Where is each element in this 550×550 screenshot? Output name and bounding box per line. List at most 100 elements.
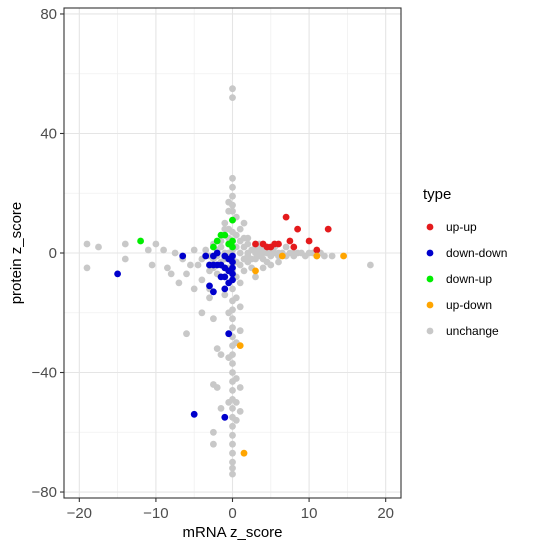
point-unchange bbox=[229, 192, 236, 200]
x-tick-label: −10 bbox=[143, 505, 168, 522]
point-unchange bbox=[198, 309, 206, 317]
x-axis-ticks: −20 −10 0 10 20 bbox=[67, 498, 394, 522]
y-axis-title: protein z_score bbox=[8, 202, 25, 305]
point-up-down bbox=[236, 342, 244, 349]
point-up-down bbox=[240, 449, 248, 457]
point-up-down bbox=[340, 252, 347, 260]
point-unchange bbox=[206, 294, 213, 302]
legend-key-up-up bbox=[426, 223, 434, 231]
point-unchange bbox=[240, 219, 248, 227]
point-unchange bbox=[236, 279, 244, 287]
point-unchange bbox=[217, 405, 225, 412]
point-down-down bbox=[206, 282, 213, 290]
point-up-up bbox=[294, 225, 301, 233]
point-down-down bbox=[229, 276, 236, 284]
point-unchange bbox=[229, 174, 236, 182]
point-unchange bbox=[121, 240, 129, 248]
point-unchange bbox=[83, 240, 91, 248]
y-axis-ticks: −80 −40 0 40 80 bbox=[32, 6, 64, 501]
y-tick-label: −80 bbox=[32, 484, 57, 501]
x-axis-title: mRNA z_score bbox=[182, 524, 282, 541]
point-unchange bbox=[144, 246, 152, 254]
point-unchange bbox=[321, 252, 328, 260]
point-unchange bbox=[244, 234, 252, 242]
point-unchange bbox=[229, 360, 236, 367]
point-unchange bbox=[217, 243, 225, 251]
point-unchange bbox=[229, 449, 236, 457]
point-unchange bbox=[229, 183, 236, 191]
legend-label-up-up: up-up bbox=[446, 220, 477, 234]
point-down-up bbox=[229, 243, 236, 251]
point-unchange bbox=[236, 327, 244, 335]
point-unchange bbox=[229, 458, 236, 466]
x-tick-label: −20 bbox=[67, 505, 92, 522]
point-unchange bbox=[148, 261, 156, 269]
point-unchange bbox=[183, 330, 190, 338]
y-tick-label: 40 bbox=[40, 125, 57, 142]
point-unchange bbox=[183, 270, 190, 278]
point-unchange bbox=[232, 294, 240, 302]
point-unchange bbox=[252, 273, 259, 281]
point-down-down bbox=[114, 270, 121, 278]
point-down-down bbox=[190, 410, 198, 418]
point-unchange bbox=[190, 246, 198, 254]
y-tick-label: −40 bbox=[32, 365, 57, 382]
x-tick-label: 10 bbox=[301, 505, 318, 522]
point-down-down bbox=[221, 273, 229, 281]
point-down-down bbox=[229, 264, 236, 272]
point-unchange bbox=[229, 315, 236, 323]
point-unchange bbox=[236, 303, 244, 311]
point-unchange bbox=[167, 270, 175, 278]
legend-key-down-down bbox=[426, 249, 434, 257]
point-down-up bbox=[210, 243, 217, 251]
point-unchange bbox=[187, 261, 194, 269]
legend: type up-up down-down down-up up-down unchang… bbox=[423, 186, 507, 338]
point-unchange bbox=[229, 324, 236, 332]
point-up-up bbox=[286, 237, 294, 245]
point-down-down bbox=[229, 270, 236, 278]
point-down-down bbox=[229, 252, 236, 260]
point-unchange bbox=[229, 207, 236, 215]
point-unchange bbox=[229, 85, 236, 93]
point-unchange bbox=[229, 285, 236, 293]
point-unchange bbox=[202, 246, 210, 254]
point-down-up bbox=[229, 216, 236, 224]
legend-label-down-down: down-down bbox=[446, 246, 507, 260]
point-unchange bbox=[275, 258, 282, 266]
point-unchange bbox=[164, 264, 171, 272]
legend-title: type bbox=[423, 186, 451, 203]
point-up-up bbox=[305, 237, 313, 245]
point-up-up bbox=[324, 225, 332, 233]
y-tick-label: 80 bbox=[40, 6, 57, 23]
point-unchange bbox=[160, 246, 168, 254]
point-unchange bbox=[328, 252, 336, 260]
legend-label-up-down: up-down bbox=[446, 298, 492, 312]
point-unchange bbox=[367, 261, 374, 269]
point-up-up bbox=[282, 213, 290, 221]
point-up-up bbox=[313, 246, 321, 254]
point-unchange bbox=[152, 240, 160, 248]
point-unchange bbox=[217, 351, 225, 358]
point-unchange bbox=[236, 225, 244, 233]
point-up-up bbox=[290, 243, 298, 251]
point-unchange bbox=[259, 264, 267, 272]
point-unchange bbox=[267, 261, 275, 269]
point-unchange bbox=[190, 285, 198, 293]
point-unchange bbox=[229, 470, 236, 478]
point-unchange bbox=[236, 408, 244, 415]
point-unchange bbox=[221, 291, 229, 299]
point-unchange bbox=[210, 428, 217, 436]
legend-label-unchange: unchange bbox=[446, 324, 499, 338]
point-unchange bbox=[236, 249, 244, 257]
point-unchange bbox=[229, 369, 236, 376]
point-unchange bbox=[229, 94, 236, 101]
point-down-down bbox=[221, 413, 229, 421]
point-unchange bbox=[282, 243, 290, 251]
point-unchange bbox=[229, 464, 236, 472]
point-down-down bbox=[213, 249, 221, 257]
point-unchange bbox=[229, 351, 236, 358]
point-unchange bbox=[194, 261, 202, 269]
point-unchange bbox=[213, 384, 221, 391]
point-unchange bbox=[244, 240, 252, 248]
point-down-down bbox=[229, 258, 236, 266]
